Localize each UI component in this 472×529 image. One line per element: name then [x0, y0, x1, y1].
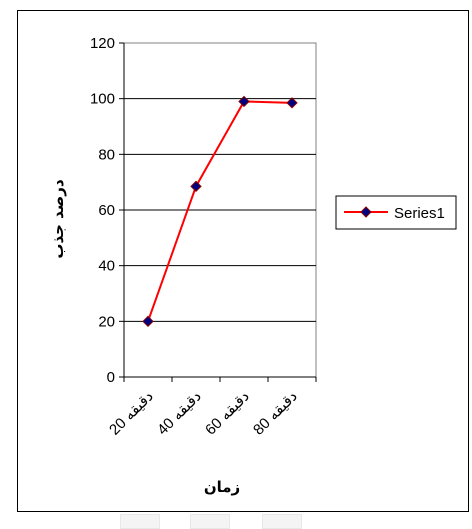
series-line — [147, 100, 293, 322]
y-tick-label: 100 — [90, 91, 115, 108]
axes — [119, 42, 317, 382]
legend-label: Series1 — [394, 205, 445, 222]
y-tick-label: 40 — [98, 258, 115, 275]
data-point — [238, 95, 250, 108]
y-tick-label: 80 — [98, 146, 115, 163]
chart-frame — [17, 10, 469, 512]
x-tick-label: 60 دقیقه — [202, 388, 253, 439]
y-tick-label: 60 — [98, 202, 115, 219]
series-layer — [142, 95, 298, 328]
ghost-shape — [262, 514, 302, 529]
x-tick-label: 20 دقیقه — [106, 388, 157, 439]
y-tick-label: 120 — [90, 35, 115, 52]
bottom-strip — [0, 514, 472, 529]
y-tick-label: 20 — [98, 313, 115, 330]
ghost-shape — [190, 514, 230, 529]
data-point — [286, 97, 298, 109]
data-point — [190, 180, 202, 193]
x-axis-title: زمان — [204, 478, 240, 496]
x-tick-label: 80 دقیقه — [250, 388, 301, 439]
y-axis-title: درصد جذب — [49, 179, 67, 259]
ghost-shape — [120, 514, 160, 529]
gridlines — [123, 42, 317, 378]
legend-marker — [360, 206, 372, 218]
data-point — [142, 315, 154, 328]
x-tick-label: 40 دقیقه — [154, 388, 205, 439]
y-tick-label: 0 — [107, 369, 115, 386]
legend: Series1 — [335, 195, 457, 230]
y-tick-labels: 0 20 40 60 80 100 120 — [90, 35, 115, 386]
